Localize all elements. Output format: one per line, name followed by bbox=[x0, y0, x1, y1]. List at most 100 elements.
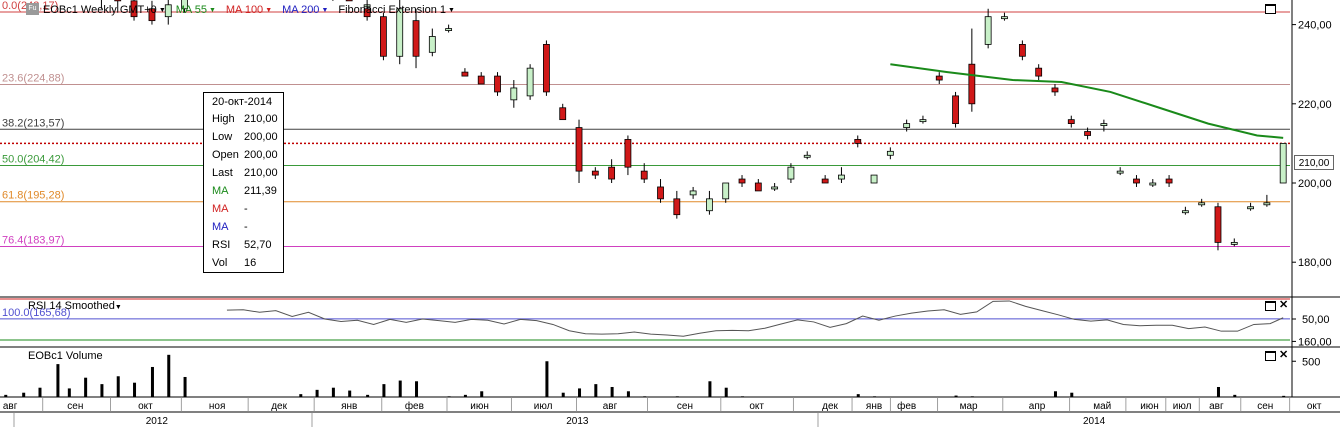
volume-bar bbox=[67, 388, 71, 397]
candle-body bbox=[1133, 178, 1140, 184]
study-label: Fibonacci Extension 1 bbox=[338, 4, 446, 16]
ma1-selector[interactable]: MA 55 ▼ bbox=[176, 4, 216, 16]
chevron-down-icon: ▼ bbox=[448, 6, 455, 14]
volume-bar bbox=[1070, 392, 1074, 397]
month-label: янв bbox=[866, 401, 882, 412]
tooltip-row-value: 211,39 bbox=[244, 185, 277, 197]
volume-bar bbox=[1282, 395, 1286, 397]
candle-body bbox=[1067, 119, 1075, 124]
volume-bar bbox=[56, 364, 60, 397]
volume-bar bbox=[167, 354, 171, 397]
chevron-down-icon: ▼ bbox=[321, 6, 329, 14]
candle-body bbox=[952, 95, 959, 124]
tooltip-row-label: Last bbox=[212, 167, 233, 179]
candle-body bbox=[130, 0, 138, 18]
volume-title-label: EOBc1 Volume bbox=[28, 350, 103, 362]
candle-body bbox=[363, 8, 371, 18]
tooltip-row: MA - bbox=[212, 200, 282, 218]
candle-body bbox=[870, 174, 878, 184]
tooltip-row-value: - bbox=[244, 221, 248, 233]
volume-bar bbox=[133, 382, 137, 397]
candle-body bbox=[886, 150, 894, 156]
fibonacci-level-label: 61.8(195,28) bbox=[2, 190, 64, 202]
volume-pane-title: EOBc1 Volume bbox=[28, 350, 103, 362]
candle-body bbox=[984, 16, 992, 45]
rsi-tick-label: 50,00 bbox=[1302, 314, 1330, 326]
volume-bar bbox=[708, 381, 712, 397]
candle-body bbox=[1181, 210, 1189, 214]
volume-bar bbox=[183, 376, 187, 397]
ma3-selector[interactable]: MA 200 ▼ bbox=[282, 4, 328, 16]
volume-bar bbox=[4, 394, 8, 397]
month-label: июн bbox=[1140, 401, 1159, 412]
tooltip-row: Low 200,00 bbox=[212, 128, 282, 146]
month-label: июн bbox=[470, 401, 489, 412]
tooltip-row-value: 52,70 bbox=[244, 239, 272, 251]
candle-body bbox=[543, 44, 550, 93]
candle-body bbox=[803, 154, 811, 158]
symbol-selector[interactable]: EOBc1 Weekly GMT+0 ▼ bbox=[43, 4, 166, 16]
candle-body bbox=[1263, 202, 1271, 206]
month-label: июл bbox=[1173, 401, 1192, 412]
volume-bar bbox=[366, 394, 370, 397]
tooltip-row-value: - bbox=[244, 203, 248, 215]
candle-body bbox=[345, 0, 353, 2]
candle-body bbox=[787, 166, 795, 180]
candle-body bbox=[738, 178, 746, 184]
tooltip-row-label: RSI bbox=[212, 239, 231, 251]
candle-body bbox=[510, 87, 518, 101]
volume-bar bbox=[150, 366, 154, 397]
volume-bar bbox=[480, 391, 484, 397]
candle-body bbox=[477, 75, 485, 85]
tooltip-row: Vol 16 bbox=[212, 254, 282, 272]
candle-body bbox=[1116, 170, 1124, 174]
candle-body bbox=[1214, 206, 1222, 243]
month-label: авг bbox=[603, 401, 618, 412]
rsi-pane-title[interactable]: RSI 14 Smoothed▼ bbox=[28, 300, 122, 312]
price-tick-label: 180,00 bbox=[1298, 257, 1332, 269]
month-label: фев bbox=[897, 400, 916, 412]
volume-bar bbox=[610, 386, 614, 397]
candle-body bbox=[494, 75, 501, 93]
rsi-line bbox=[226, 300, 1284, 337]
close-rsi-pane-icon[interactable]: ✕ bbox=[1279, 299, 1289, 311]
maximize-rsi-pane-icon[interactable] bbox=[1265, 301, 1276, 311]
candle-body bbox=[412, 20, 420, 57]
chevron-down-icon: ▼ bbox=[265, 6, 273, 14]
maximize-price-pane-icon[interactable] bbox=[1265, 4, 1276, 14]
ma2-selector[interactable]: MA 100 ▼ bbox=[226, 4, 272, 16]
tooltip-row-label: High bbox=[212, 113, 235, 125]
month-label: янв bbox=[341, 401, 357, 412]
study-selector[interactable]: Fibonacci Extension 1 ▼ bbox=[338, 4, 455, 16]
month-label: сен bbox=[67, 401, 83, 412]
volume-bar bbox=[1216, 386, 1220, 397]
month-label: окт bbox=[138, 401, 153, 412]
volume-bar bbox=[643, 396, 647, 397]
month-label: авг bbox=[1209, 401, 1224, 412]
last-price-tag: 210,00 bbox=[1294, 155, 1334, 170]
candle-body bbox=[148, 8, 156, 22]
fibonacci-level-label: 100.0(165,68) bbox=[2, 307, 71, 319]
volume-bar bbox=[578, 388, 582, 397]
volume-bar bbox=[299, 394, 303, 397]
candle-body bbox=[1247, 206, 1254, 210]
tooltip-row: Last 210,00 bbox=[212, 164, 282, 182]
tooltip-row: MA - bbox=[212, 218, 282, 236]
candle-body bbox=[624, 139, 632, 168]
maximize-volume-pane-icon[interactable] bbox=[1265, 351, 1276, 361]
candle-body bbox=[706, 198, 713, 212]
volume-bar bbox=[22, 392, 26, 397]
tooltip-row-value: 210,00 bbox=[244, 167, 278, 179]
chart-toolbar: EOBc1 Weekly GMT+0 ▼ MA 55 ▼ MA 100 ▼ MA 20… bbox=[43, 2, 455, 18]
close-volume-pane-icon[interactable]: ✕ bbox=[1279, 349, 1289, 361]
candle-body bbox=[114, 0, 122, 2]
month-label: сен bbox=[677, 401, 693, 412]
month-label: дек bbox=[271, 401, 287, 412]
month-label: сен bbox=[1257, 401, 1273, 412]
volume-bar bbox=[463, 394, 467, 397]
price-tick-label: 200,00 bbox=[1298, 178, 1332, 190]
volume-bar bbox=[545, 361, 549, 397]
candle-body bbox=[380, 16, 387, 57]
